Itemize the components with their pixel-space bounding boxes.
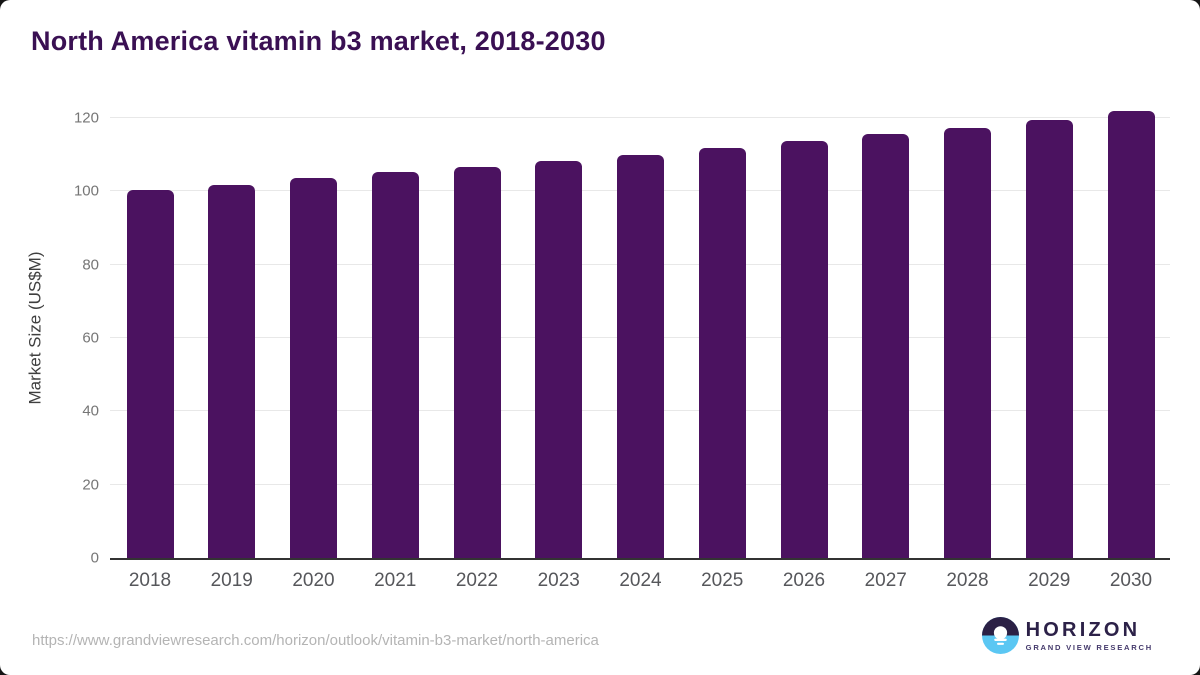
y-axis-tick-20: 20 xyxy=(82,476,99,494)
x-axis-tick-2020: 2020 xyxy=(292,570,335,591)
x-axis-tick-2030: 2030 xyxy=(1109,570,1153,591)
y-axis-tick-60: 60 xyxy=(82,329,99,347)
x-axis-tick-2022: 2022 xyxy=(455,570,499,591)
x-axis-tick-2019: 2019 xyxy=(210,570,253,591)
bar-2020 xyxy=(290,178,337,558)
gridline-y-120 xyxy=(110,116,1170,118)
y-axis-tick-120: 120 xyxy=(73,109,99,127)
y-axis-tick-40: 40 xyxy=(82,402,99,420)
bar-2025 xyxy=(698,148,746,558)
bar-2022 xyxy=(453,166,501,558)
x-axis-tick-2027: 2027 xyxy=(864,570,907,591)
bar-2021 xyxy=(371,172,419,558)
logo-text: HORIZON GRAND VIEW RESEARCH xyxy=(1025,618,1153,652)
bar-2029 xyxy=(1025,119,1073,558)
bar-2018 xyxy=(126,190,174,558)
bar-2028 xyxy=(944,127,991,558)
y-axis-title: Market Size (US$M) xyxy=(26,251,45,405)
x-axis-tick-2023: 2023 xyxy=(537,570,580,591)
bar-2030 xyxy=(1107,111,1155,558)
chart-title: North America vitamin b3 market, 2018-20… xyxy=(31,26,606,56)
x-axis-tick-2025: 2025 xyxy=(701,570,744,591)
horizon-logo: HORIZON GRAND VIEW RESEARCH xyxy=(981,617,1153,654)
source-url: https://www.grandviewresearch.com/horizo… xyxy=(32,632,599,649)
bar-2023 xyxy=(535,161,583,558)
x-axis-tick-2029: 2029 xyxy=(1028,570,1071,591)
x-axis-tick-2018: 2018 xyxy=(128,570,172,591)
x-axis-tick-2024: 2024 xyxy=(619,570,662,591)
bar-2026 xyxy=(780,141,828,558)
bar-2024 xyxy=(617,155,664,558)
y-axis-tick-100: 100 xyxy=(73,182,99,200)
x-axis-tick-2028: 2028 xyxy=(946,570,989,591)
bar-2027 xyxy=(862,134,910,558)
y-axis-tick-80: 80 xyxy=(82,256,99,274)
y-axis-title-wrap: Market Size (US$M) xyxy=(14,98,58,558)
logo-tagline: GRAND VIEW RESEARCH xyxy=(1025,642,1153,652)
logo-wordmark: HORIZON xyxy=(1025,618,1141,641)
horizon-logo-icon xyxy=(981,617,1019,654)
y-axis-tick-0: 0 xyxy=(90,549,99,567)
x-axis-tick-2021: 2021 xyxy=(374,570,417,591)
x-axis-tick-2026: 2026 xyxy=(782,570,826,591)
bar-chart-plot-area: 0 20 40 60 80 100 120 2018 2019 2020 2021 2022 2023 2… xyxy=(74,98,1170,591)
bar-2019 xyxy=(208,185,256,558)
